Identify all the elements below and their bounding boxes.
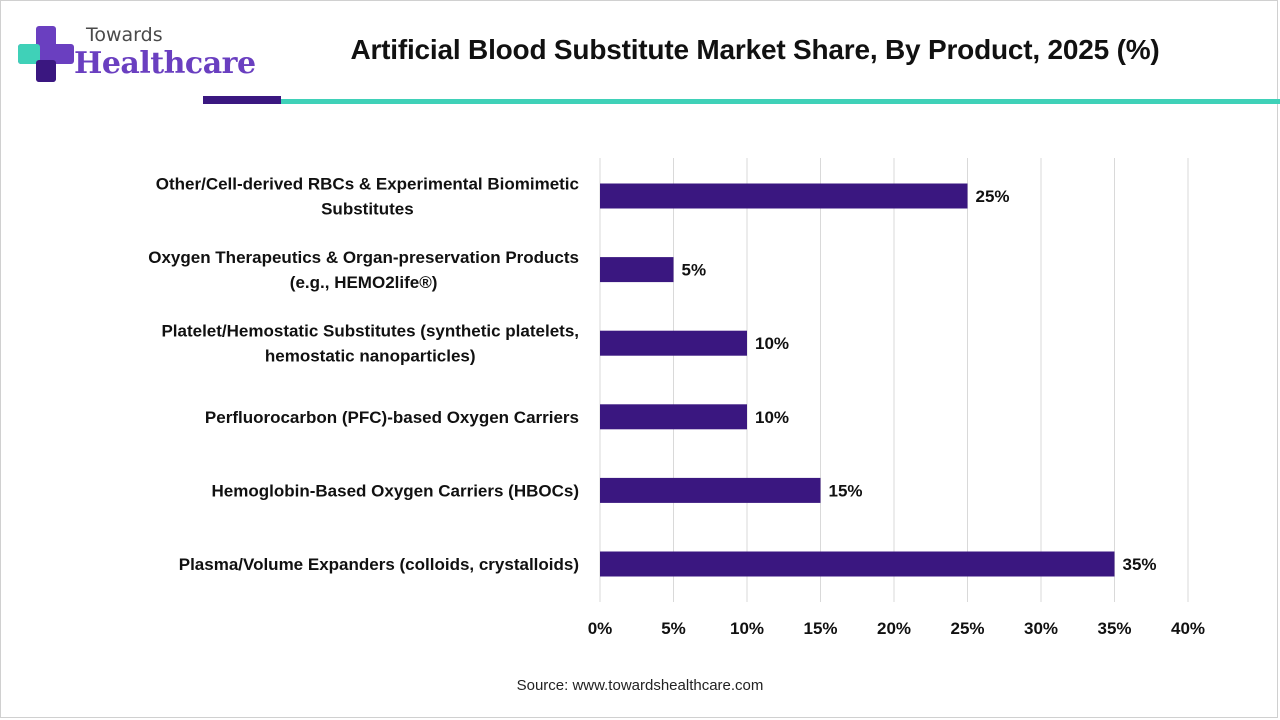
bar-value-label: 10% [755,408,789,427]
bar-value-label: 25% [976,187,1010,206]
x-tick-label: 20% [877,619,911,638]
category-label: hemostatic nanoparticles) [265,347,476,366]
category-label: (e.g., HEMO2life®) [290,273,438,292]
category-label: Plasma/Volume Expanders (colloids, cryst… [179,555,579,574]
brand-line-2: Healthcare [74,46,256,81]
bar-value-label: 15% [829,481,863,500]
bar-value-label: 35% [1123,555,1157,574]
x-tick-label: 35% [1097,619,1131,638]
x-tick-label: 0% [588,619,613,638]
bar [600,257,674,283]
bar [600,477,821,503]
bar [600,183,968,209]
x-tick-label: 40% [1171,619,1205,638]
bar-value-label: 10% [755,334,789,353]
x-tick-label: 10% [730,619,764,638]
x-tick-label: 5% [661,619,686,638]
brand-logo: Towards Healthcare [18,20,256,90]
x-tick-label: 25% [950,619,984,638]
category-label: Oxygen Therapeutics & Organ-preservation… [148,248,579,267]
bar [600,330,747,356]
brand-line-1: Towards [86,24,163,46]
category-label: Perfluorocarbon (PFC)-based Oxygen Carri… [205,408,579,427]
bar [600,551,1115,577]
x-tick-label: 15% [803,619,837,638]
bar-value-label: 5% [682,261,707,280]
chart-title: Artificial Blood Substitute Market Share… [350,34,1160,65]
category-label: Hemoglobin-Based Oxygen Carriers (HBOCs) [212,481,579,500]
title-underline-accent [203,96,281,104]
category-label: Platelet/Hemostatic Substitutes (synthet… [161,322,579,341]
cross-logo-icon [18,26,74,82]
bar [600,404,747,430]
category-label: Substitutes [321,200,414,219]
category-label: Other/Cell-derived RBCs & Experimental B… [156,175,579,194]
x-tick-label: 30% [1024,619,1058,638]
title-underline [281,99,1280,104]
source-note: Source: www.towardshealthcare.com [516,677,764,694]
